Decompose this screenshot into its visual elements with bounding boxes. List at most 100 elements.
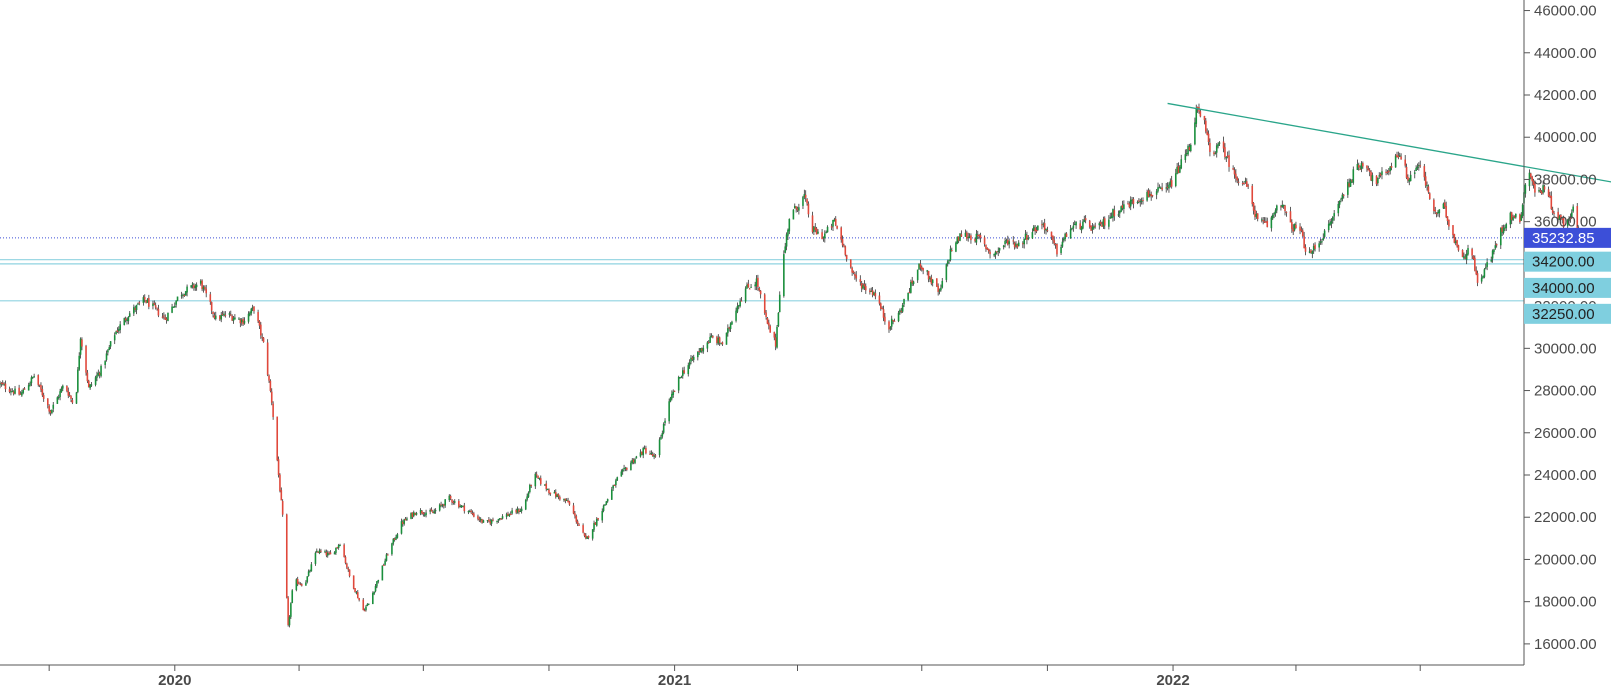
candle (249, 311, 251, 317)
candle (1174, 168, 1177, 188)
candle (1224, 143, 1226, 160)
candle (897, 310, 900, 323)
candle (148, 294, 150, 310)
candle (281, 499, 284, 517)
candle (1428, 192, 1431, 200)
candle (1213, 150, 1215, 157)
candle (673, 390, 676, 393)
candle (511, 507, 513, 515)
candle (524, 498, 527, 511)
candle (946, 259, 949, 267)
candle (1209, 138, 1211, 157)
candle (1241, 180, 1244, 186)
candle (535, 471, 538, 478)
candle (251, 304, 254, 312)
candle (326, 550, 329, 558)
candle (79, 337, 82, 359)
candle (277, 456, 280, 478)
candle (516, 506, 519, 514)
candle (441, 503, 444, 508)
candle (615, 478, 617, 488)
candle (191, 282, 194, 289)
candle (1338, 200, 1341, 209)
candle (509, 511, 512, 516)
candle (1474, 255, 1476, 272)
candle (970, 233, 972, 244)
candle (813, 225, 815, 236)
candle (220, 311, 223, 323)
candle (645, 445, 647, 455)
candle (143, 294, 146, 303)
candle (1504, 224, 1506, 232)
candle (901, 302, 904, 314)
x-axis[interactable]: 2020 2021 2022 (48, 665, 1421, 689)
y-axis[interactable]: 16000.00 18000.00 20000.00 22000.00 24000.00… (1524, 3, 1597, 653)
candle (243, 317, 246, 325)
candle (425, 509, 427, 518)
candle (66, 385, 68, 393)
candle (365, 605, 367, 612)
candle (814, 223, 817, 233)
candle (1207, 130, 1210, 146)
candle (1534, 180, 1536, 197)
candle (318, 548, 321, 555)
candle (1357, 162, 1360, 171)
candle (183, 293, 186, 297)
candle (165, 317, 168, 324)
y-tick-label: 36000.00 (1534, 214, 1597, 231)
candle (1109, 212, 1112, 219)
candles (0, 103, 1581, 628)
candle (496, 520, 498, 524)
candle (593, 520, 595, 532)
candle (1228, 150, 1230, 172)
candle (1360, 161, 1363, 173)
candle (1123, 200, 1125, 214)
candle (1102, 216, 1105, 229)
candle (460, 505, 463, 509)
candle (1443, 199, 1446, 209)
candle (716, 335, 718, 346)
candle (893, 318, 896, 322)
candle (1491, 249, 1494, 263)
candle (989, 249, 991, 259)
candle (358, 597, 360, 602)
y-tick-label: 30000.00 (1534, 340, 1597, 357)
candle (997, 247, 1000, 257)
candle (1266, 217, 1269, 228)
candle (126, 317, 128, 325)
candle (1475, 266, 1478, 276)
candle (478, 516, 481, 522)
candle (1282, 204, 1285, 209)
candle (930, 274, 933, 286)
candle (221, 310, 224, 316)
candle (1570, 209, 1573, 220)
candle (926, 269, 929, 276)
resistance-trendline[interactable] (1167, 102, 1611, 192)
candle (728, 326, 731, 332)
candle (899, 308, 901, 315)
candle (505, 512, 508, 520)
candle (1368, 168, 1371, 177)
candle (765, 309, 767, 320)
candle (193, 283, 195, 291)
candle (1281, 200, 1284, 208)
candle (157, 304, 160, 318)
candle (21, 389, 23, 397)
candle (690, 355, 692, 365)
candle (184, 290, 187, 296)
y-tick-label: 40000.00 (1534, 129, 1597, 146)
candle (1322, 233, 1325, 241)
candle (672, 389, 675, 398)
candle (438, 503, 441, 512)
candle (1217, 142, 1219, 149)
candle (1023, 238, 1025, 249)
candle (1262, 217, 1264, 225)
candle (538, 477, 541, 481)
candle (712, 335, 714, 339)
candle (650, 450, 653, 456)
candle (796, 206, 799, 213)
candle (458, 499, 460, 509)
candle (242, 317, 244, 327)
candle (1301, 228, 1304, 238)
